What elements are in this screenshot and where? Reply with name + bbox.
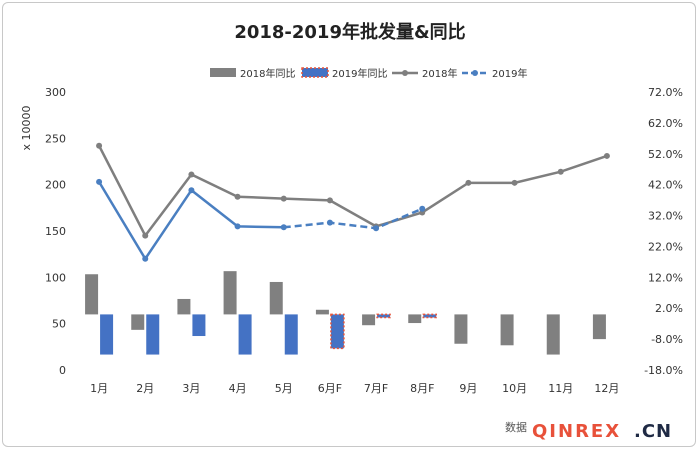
point-2018 xyxy=(188,171,195,178)
y-tick-left: 50 xyxy=(52,318,66,331)
x-tick-label: 8月F xyxy=(410,382,434,395)
bar-2019-yoy xyxy=(376,313,391,319)
chart-title: 2018-2019年批发量&同比 xyxy=(234,21,465,43)
x-tick-label: 1月 xyxy=(90,382,108,395)
bar-2018-yoy xyxy=(223,271,237,315)
x-tick-label: 11月 xyxy=(548,382,573,395)
y-tick-right: 22.0% xyxy=(648,240,683,253)
legend-label-2018: 2018年 xyxy=(422,67,457,80)
bar-2019-yoy xyxy=(330,313,345,350)
point-2018 xyxy=(234,193,241,200)
point-2019 xyxy=(142,255,149,262)
chart-legend: 2018年同比 2019年同比 2018年 2019年 xyxy=(210,67,527,80)
y-ticks-left: 0 50 100 150 200 250 300 xyxy=(45,86,66,377)
point-2018 xyxy=(326,197,333,204)
bar-2019-yoy xyxy=(192,314,206,337)
bar-2018-yoy xyxy=(85,274,99,315)
bar-2018-yoy xyxy=(315,309,329,315)
watermark-suffix: .CN xyxy=(634,421,672,442)
source-label: 数据 xyxy=(505,420,527,434)
bar-2018-yoy xyxy=(454,314,468,344)
x-tick-label: 9月 xyxy=(459,382,477,395)
watermark: QINREX xyxy=(532,421,621,442)
point-2019 xyxy=(280,224,287,231)
bar-series xyxy=(85,271,606,355)
bar-2019-yoy xyxy=(238,314,252,355)
y-tick-left: 100 xyxy=(45,271,66,284)
point-2019 xyxy=(326,219,333,226)
x-tick-label: 5月 xyxy=(275,382,293,395)
x-tick-label: 12月 xyxy=(594,382,619,395)
point-2019 xyxy=(419,205,426,212)
y-tick-right: 2.0% xyxy=(655,302,683,315)
y-tick-right: -18.0% xyxy=(644,364,683,377)
legend-swatch-2018-yoy xyxy=(210,68,236,77)
point-2018 xyxy=(142,232,149,239)
bar-2018-yoy xyxy=(592,314,606,340)
line-2018 xyxy=(97,145,608,238)
bar-2019-yoy xyxy=(146,314,160,355)
legend-label-2019-yoy: 2019年同比 xyxy=(332,67,387,80)
y-ticks-right: -18.0% -8.0% 2.0% 12.0% 22.0% 32.0% 42.0% 52.0%… xyxy=(644,86,683,377)
line-2019 xyxy=(98,181,284,262)
y-tick-right: 62.0% xyxy=(648,117,683,130)
y-tick-left: 300 xyxy=(45,86,66,99)
bar-2019-yoy xyxy=(422,313,437,319)
bar-2018-yoy xyxy=(269,281,283,315)
bar-2018-yoy xyxy=(177,298,191,315)
x-tick-label: 10月 xyxy=(502,382,527,395)
chart-frame xyxy=(2,2,696,447)
bar-2018-yoy xyxy=(131,314,145,330)
x-tick-label: 7月F xyxy=(364,382,388,395)
point-2018 xyxy=(511,179,518,186)
bar-2019-yoy xyxy=(284,314,298,355)
x-tick-label: 3月 xyxy=(182,382,200,395)
y-tick-right: 32.0% xyxy=(648,210,683,223)
point-2018 xyxy=(280,195,287,202)
y-tick-right: -8.0% xyxy=(651,333,683,346)
point-2018 xyxy=(96,142,103,149)
x-tick-label: 4月 xyxy=(229,382,247,395)
y-tick-left: 200 xyxy=(45,179,66,192)
point-2019 xyxy=(188,187,195,194)
bar-2018-yoy xyxy=(546,314,560,355)
y-tick-left: 0 xyxy=(59,364,66,377)
y-tick-left: 150 xyxy=(45,225,66,238)
line-series xyxy=(96,142,610,262)
legend-label-2019: 2019年 xyxy=(492,67,527,80)
x-tick-label: 2月 xyxy=(136,382,154,395)
legend-label-2018-yoy: 2018年同比 xyxy=(240,67,295,80)
point-2018 xyxy=(465,179,472,186)
legend-swatch-2019-yoy xyxy=(301,67,329,78)
point-2019 xyxy=(234,223,241,230)
bar-2019-yoy xyxy=(100,314,114,355)
point-2018 xyxy=(603,152,610,159)
bar-2018-yoy xyxy=(408,314,422,324)
point-2018 xyxy=(557,168,564,175)
y-tick-right: 42.0% xyxy=(648,179,683,192)
y-axis-label-left: x 10000 xyxy=(20,105,33,150)
point-2019 xyxy=(373,225,380,232)
y-tick-left: 250 xyxy=(45,132,66,145)
legend-marker-2018 xyxy=(402,70,408,76)
bar-2018-yoy xyxy=(362,314,376,326)
bar-2018-yoy xyxy=(500,314,514,346)
legend-marker-2019 xyxy=(472,70,478,76)
line-2019-forecast xyxy=(283,207,423,230)
y-tick-right: 72.0% xyxy=(648,86,683,99)
y-tick-right: 52.0% xyxy=(648,148,683,161)
point-2019 xyxy=(96,178,103,185)
x-ticks: 1月 2月 3月 4月 5月 6月F 7月F 8月F 9月 10月 11月 12月 xyxy=(90,382,619,395)
x-tick-label: 6月F xyxy=(318,382,342,395)
y-tick-right: 12.0% xyxy=(648,271,683,284)
